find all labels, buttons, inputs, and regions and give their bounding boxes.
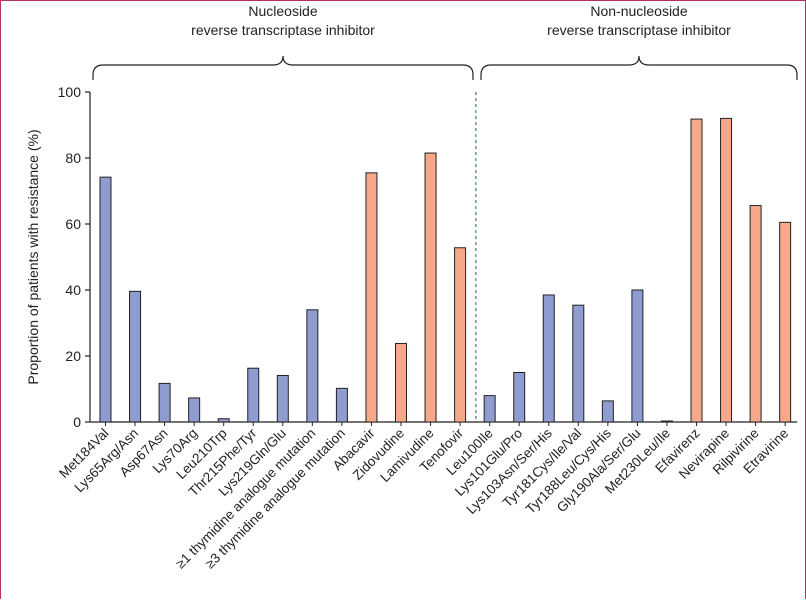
y-tick-label: 0: [73, 414, 81, 430]
mutation-bar: [335, 387, 348, 423]
drug-bar: [395, 342, 407, 423]
mutation-bar: [601, 400, 614, 423]
drug-bar: [365, 172, 378, 423]
drug-bar: [690, 118, 703, 423]
mutation-bar: [247, 367, 260, 423]
y-axis: 0 20 40 60 80 100: [58, 84, 798, 430]
y-tick-label: 100: [58, 84, 82, 100]
mutation-bar: [660, 420, 673, 423]
group-headers: Nucleoside reverse transcriptase inhibit…: [92, 3, 798, 80]
group-label-nrti-line2: reverse transcriptase inhibitor: [191, 22, 375, 38]
x-tick-labels: Met184ValLys65Arg/AsnAsp67AsnLys70ArgLeu…: [56, 425, 791, 571]
y-tick-label: 60: [65, 216, 81, 232]
mutation-bar: [158, 382, 171, 423]
mutation-bar: [483, 395, 496, 423]
group-label-nnrti-line1: Non-nucleoside: [590, 3, 687, 19]
nnrti-bracket: [480, 55, 798, 80]
group-label-nrti-line1: Nucleoside: [248, 3, 317, 19]
mutation-bar: [631, 289, 644, 423]
mutation-bar: [188, 397, 201, 423]
y-tick-label: 20: [65, 348, 81, 364]
mutation-bar: [276, 374, 289, 423]
mutation-bar: [572, 304, 585, 423]
mutation-bar: [129, 290, 142, 423]
drug-bar: [454, 247, 467, 423]
nrti-bracket: [92, 55, 474, 80]
mutation-bar: [217, 418, 230, 423]
drug-bar: [720, 117, 733, 423]
y-axis-label: Proportion of patients with resistance (…: [25, 129, 41, 384]
bars: [99, 117, 792, 423]
group-label-nnrti-line2: reverse transcriptase inhibitor: [547, 22, 731, 38]
drug-bar: [749, 205, 762, 423]
y-tick-label: 40: [65, 282, 81, 298]
drug-bar: [424, 152, 437, 423]
mutation-bar: [513, 372, 526, 423]
y-tick-label: 80: [65, 150, 81, 166]
mutation-bar: [99, 176, 112, 423]
drug-bar: [779, 221, 792, 423]
mutation-bar: [306, 309, 319, 423]
mutation-bar: [542, 294, 555, 423]
